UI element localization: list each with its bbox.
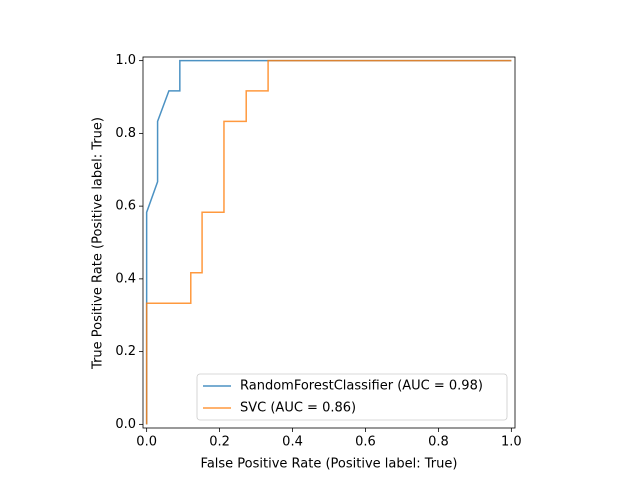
legend-box xyxy=(196,373,508,421)
roc-curve xyxy=(145,59,512,425)
x-axis-label: False Positive Rate (Positive label: Tru… xyxy=(201,457,458,472)
y-tick-label: 0.2 xyxy=(115,344,136,359)
x-tick-label: 0.4 xyxy=(282,435,303,450)
y-tick-label: 0.6 xyxy=(115,199,136,214)
y-tick-label: 0.8 xyxy=(115,126,136,141)
legend-label: SVC (AUC = 0.86) xyxy=(240,401,356,416)
x-tick-label: 1.0 xyxy=(501,435,522,450)
x-tick-label: 0.6 xyxy=(355,435,376,450)
y-tick-label: 1.0 xyxy=(115,53,136,68)
y-axis-label: True Positive Rate (Positive label: True… xyxy=(91,117,106,370)
y-tick-label: 0.0 xyxy=(115,417,136,432)
y-tick-label: 0.4 xyxy=(115,271,136,286)
x-tick-label: 0.0 xyxy=(136,435,157,450)
legend-label: RandomForestClassifier (AUC = 0.98) xyxy=(240,379,483,394)
roc-curve xyxy=(145,59,512,425)
x-tick-label: 0.8 xyxy=(428,435,449,450)
x-tick-label: 0.2 xyxy=(209,435,230,450)
axes-frame xyxy=(142,56,516,429)
